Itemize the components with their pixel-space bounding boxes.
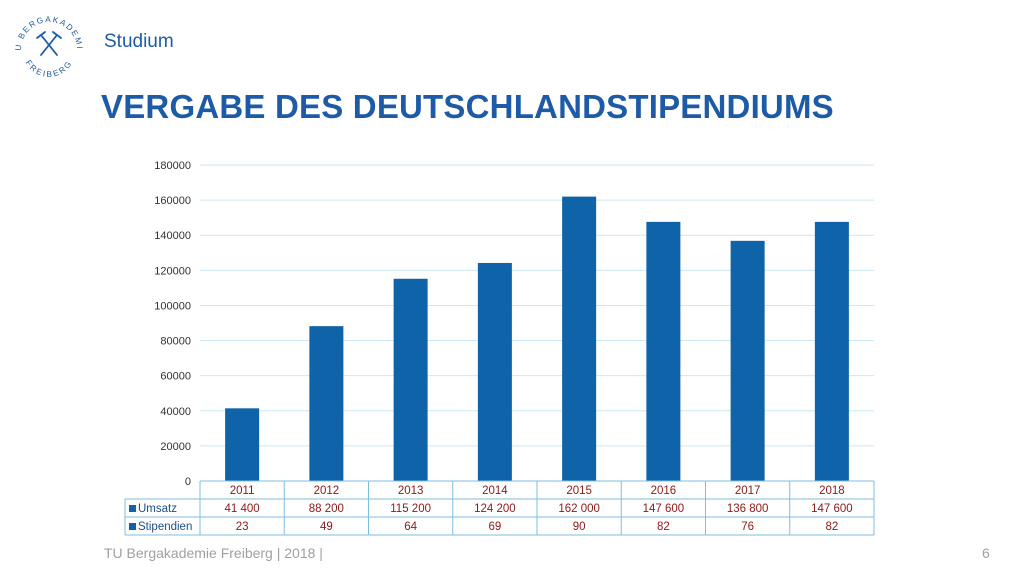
table-cell-stipendien: 64 <box>404 521 417 533</box>
y-tick-label: 40000 <box>160 406 191 418</box>
x-category-label: 2013 <box>398 485 424 497</box>
table-cell-stipendien: 23 <box>236 521 249 533</box>
section-label: Studium <box>104 31 174 52</box>
table-cell-umsatz: 147 600 <box>811 503 853 515</box>
x-category-label: 2011 <box>230 485 255 497</box>
data-table: 2011 2012 2013 2014 2015 2016 2017 2018 Umsatz 41… <box>124 480 875 536</box>
y-tick-label: 160000 <box>154 195 191 207</box>
bar-2013 <box>393 278 428 481</box>
y-tick-label: 180000 <box>154 160 191 172</box>
table-cell-stipendien: 76 <box>741 521 754 533</box>
table-cell-umsatz: 147 600 <box>643 503 685 515</box>
legend-label-umsatz: Umsatz <box>138 503 177 515</box>
table-cell-stipendien: 49 <box>320 521 333 533</box>
gridlines <box>200 164 874 482</box>
table-cell-stipendien: 90 <box>573 521 586 533</box>
x-category-label: 2014 <box>482 485 508 497</box>
y-tick-label: 120000 <box>154 265 191 277</box>
table-cell-umsatz: 88 200 <box>309 503 344 515</box>
bars <box>225 196 849 481</box>
x-category-label: 2015 <box>566 485 592 497</box>
table-cell-umsatz: 41 400 <box>225 503 260 515</box>
bar-2017 <box>730 240 765 481</box>
table-cell-umsatz: 124 200 <box>474 503 516 515</box>
svg-text:TU BERGAKADEMIE: TU BERGAKADEMIE <box>10 8 84 51</box>
bar-2018 <box>814 221 849 481</box>
table-cell-umsatz: 136 800 <box>727 503 769 515</box>
y-tick-label: 100000 <box>154 300 191 312</box>
y-tick-label: 20000 <box>160 441 191 453</box>
table-cell-stipendien: 69 <box>488 521 501 533</box>
x-category-label: 2018 <box>819 485 845 497</box>
university-seal-logo: TU BERGAKADEMIE FREIBERG <box>10 8 84 79</box>
table-cell-stipendien: 82 <box>825 521 838 533</box>
y-tick-label: 140000 <box>154 230 191 242</box>
x-category-label: 2016 <box>651 485 677 497</box>
bar-2012 <box>309 326 344 481</box>
y-tick-label: 80000 <box>160 336 191 348</box>
bar-2014 <box>477 262 512 481</box>
bar-2011 <box>225 408 260 481</box>
x-category-label: 2012 <box>314 485 340 497</box>
y-tick-label: 0 <box>185 476 191 488</box>
legend-key-umsatz <box>129 505 136 512</box>
page-number: 6 <box>982 545 990 561</box>
table-cell-umsatz: 162 000 <box>558 503 600 515</box>
table-cell-stipendien: 82 <box>657 521 670 533</box>
bar-2015 <box>562 196 597 481</box>
hammer-pick-icon <box>36 31 62 56</box>
page-title: VERGABE DES DEUTSCHLANDSTIPENDIUMS <box>101 88 834 125</box>
footer-text: TU Bergakademie Freiberg | 2018 | <box>104 545 323 561</box>
table-cell-umsatz: 115 200 <box>390 503 431 515</box>
y-axis-tick-labels: 0 20000 40000 60000 80000 100000 120000 140000 1… <box>154 160 191 488</box>
x-category-label: 2017 <box>735 485 761 497</box>
bar-2016 <box>646 221 681 481</box>
legend-label-stipendien: Stipendien <box>138 521 192 533</box>
legend-key-stipendien <box>129 523 136 530</box>
svg-text:FREIBERG: FREIBERG <box>24 58 75 79</box>
y-tick-label: 60000 <box>160 371 191 383</box>
